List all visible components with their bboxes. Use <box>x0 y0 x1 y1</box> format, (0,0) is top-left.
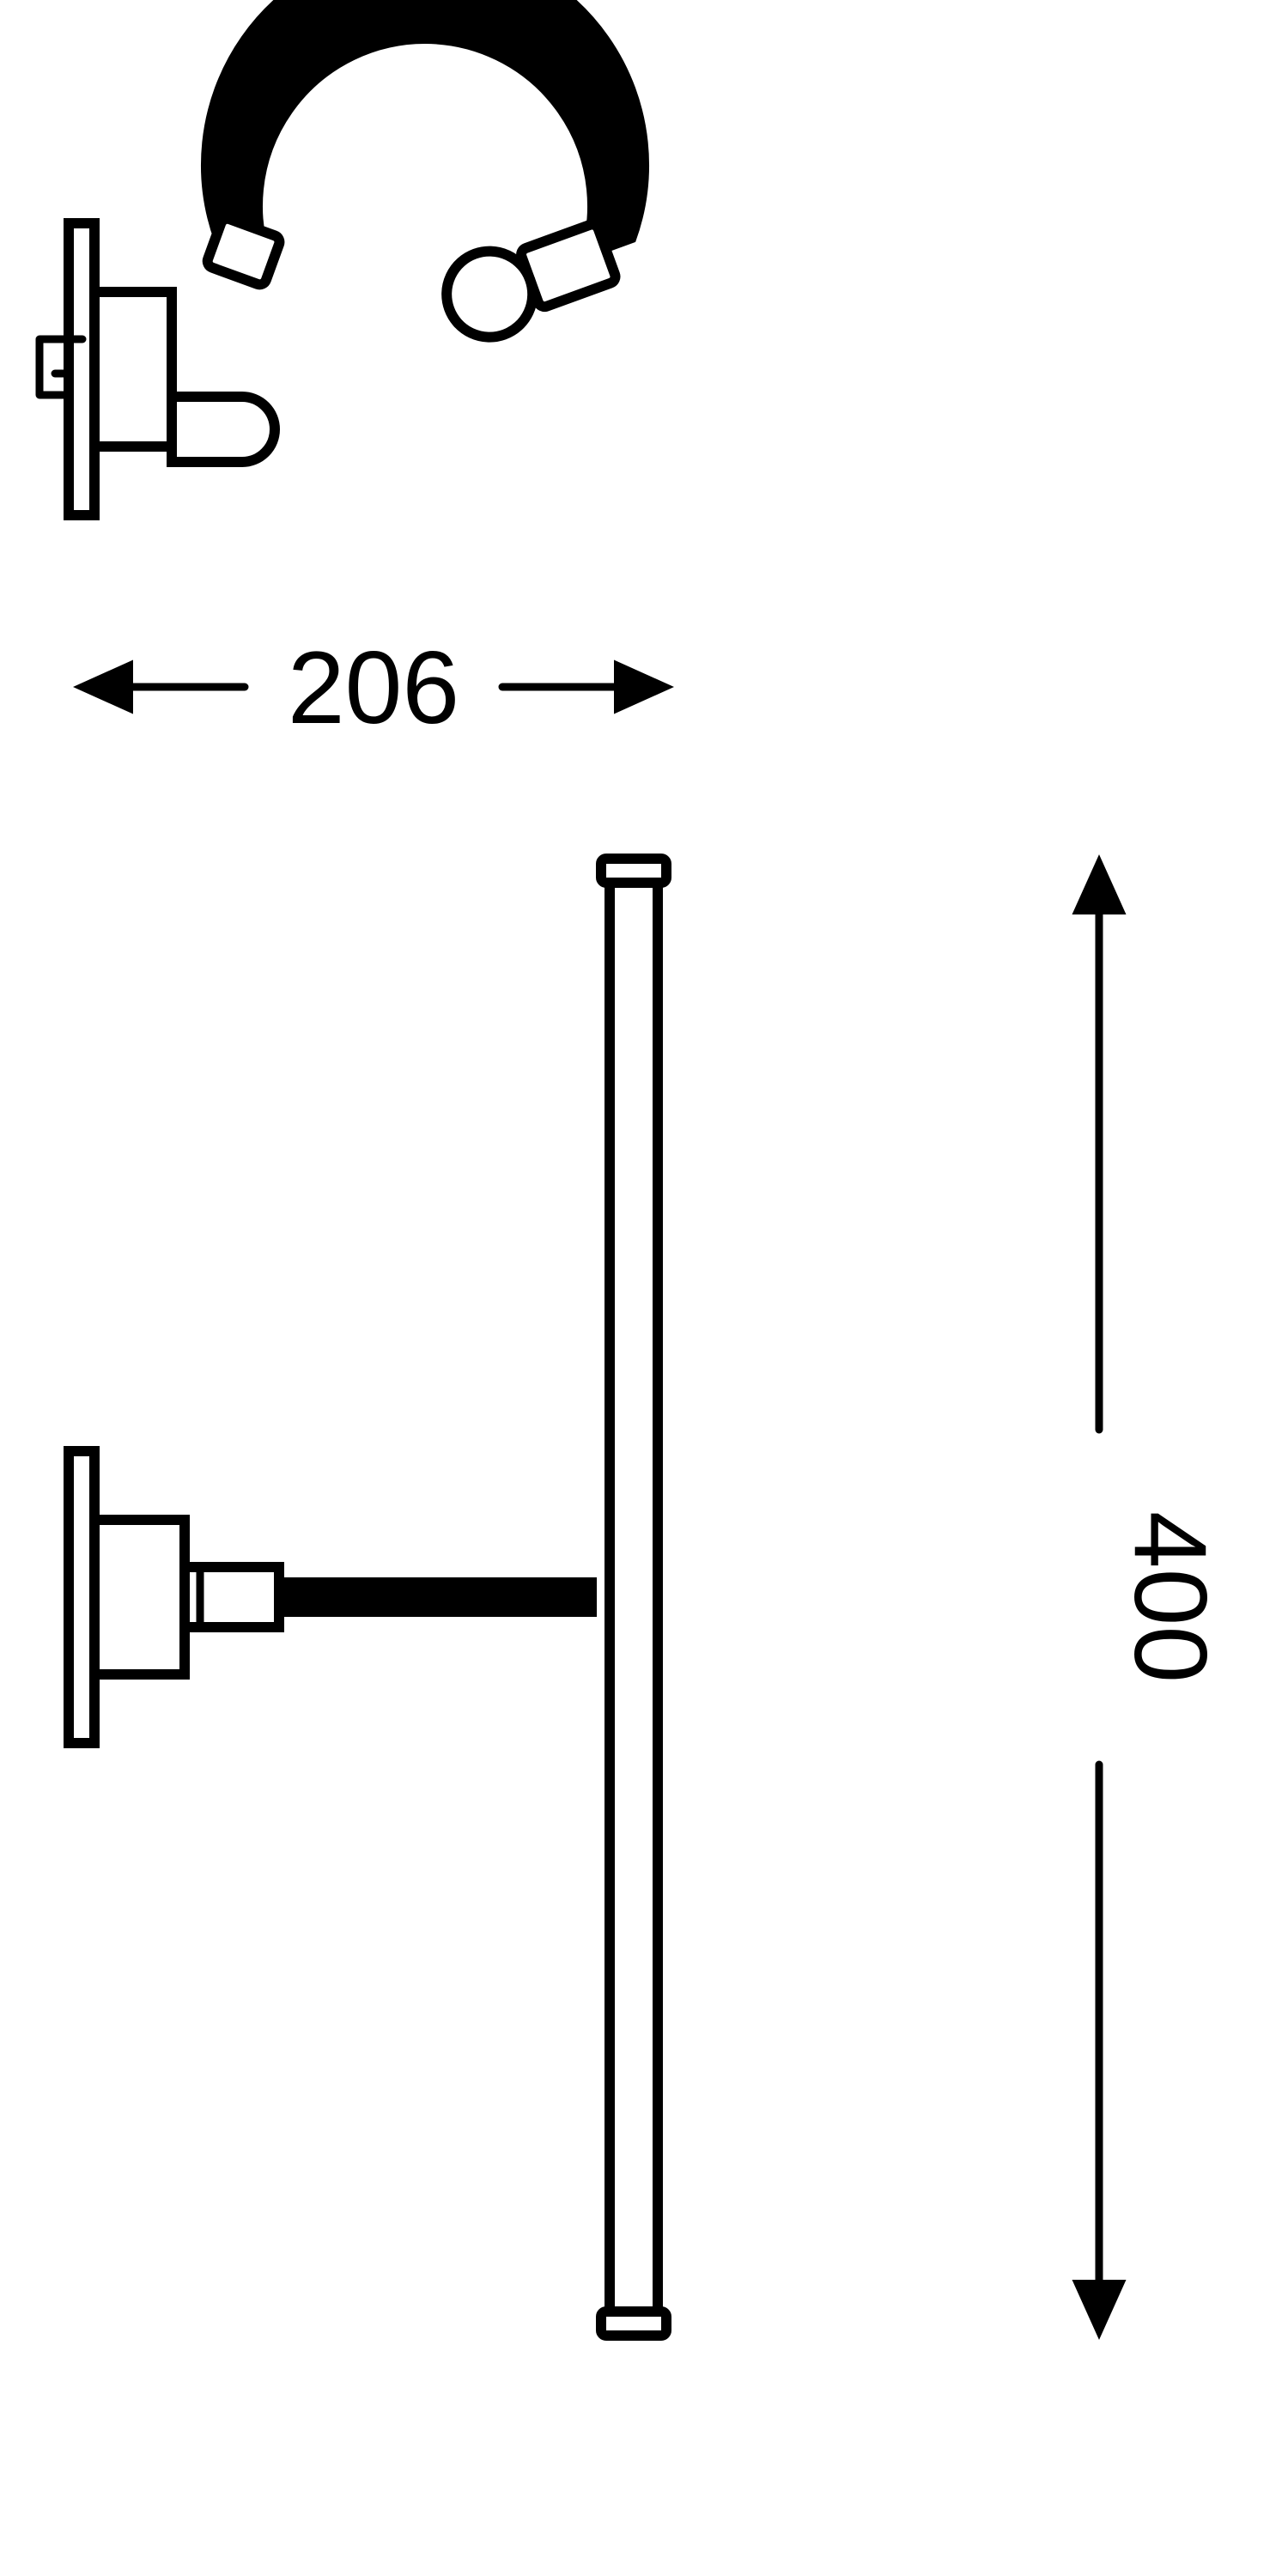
dimension-height-label: 400 <box>1113 1511 1228 1683</box>
dimension-width-label: 206 <box>288 630 459 745</box>
